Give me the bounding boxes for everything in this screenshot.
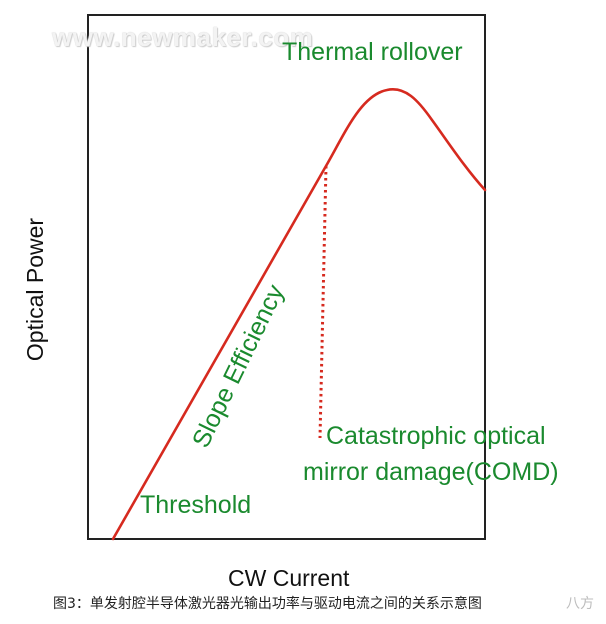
thermal-rollover-label: Thermal rollover [282,38,463,66]
caption-tail: 八方 [566,596,594,612]
comd-label-line2: mirror damage(COMD) [303,458,559,486]
power-current-curve [111,88,487,541]
figure-caption: 图3：单发射腔半导体激光器光输出功率与驱动电流之间的关系示意图 [53,596,482,612]
comd-dotted-line [318,165,328,439]
plot-frame [87,14,486,540]
comd-label-line1: Catastrophic optical [326,422,546,450]
watermark: www.newmaker.com [52,22,314,52]
x-axis-label: CW Current [228,565,350,591]
threshold-label: Threshold [140,491,252,519]
y-axis-label: Optical Power [22,217,49,362]
